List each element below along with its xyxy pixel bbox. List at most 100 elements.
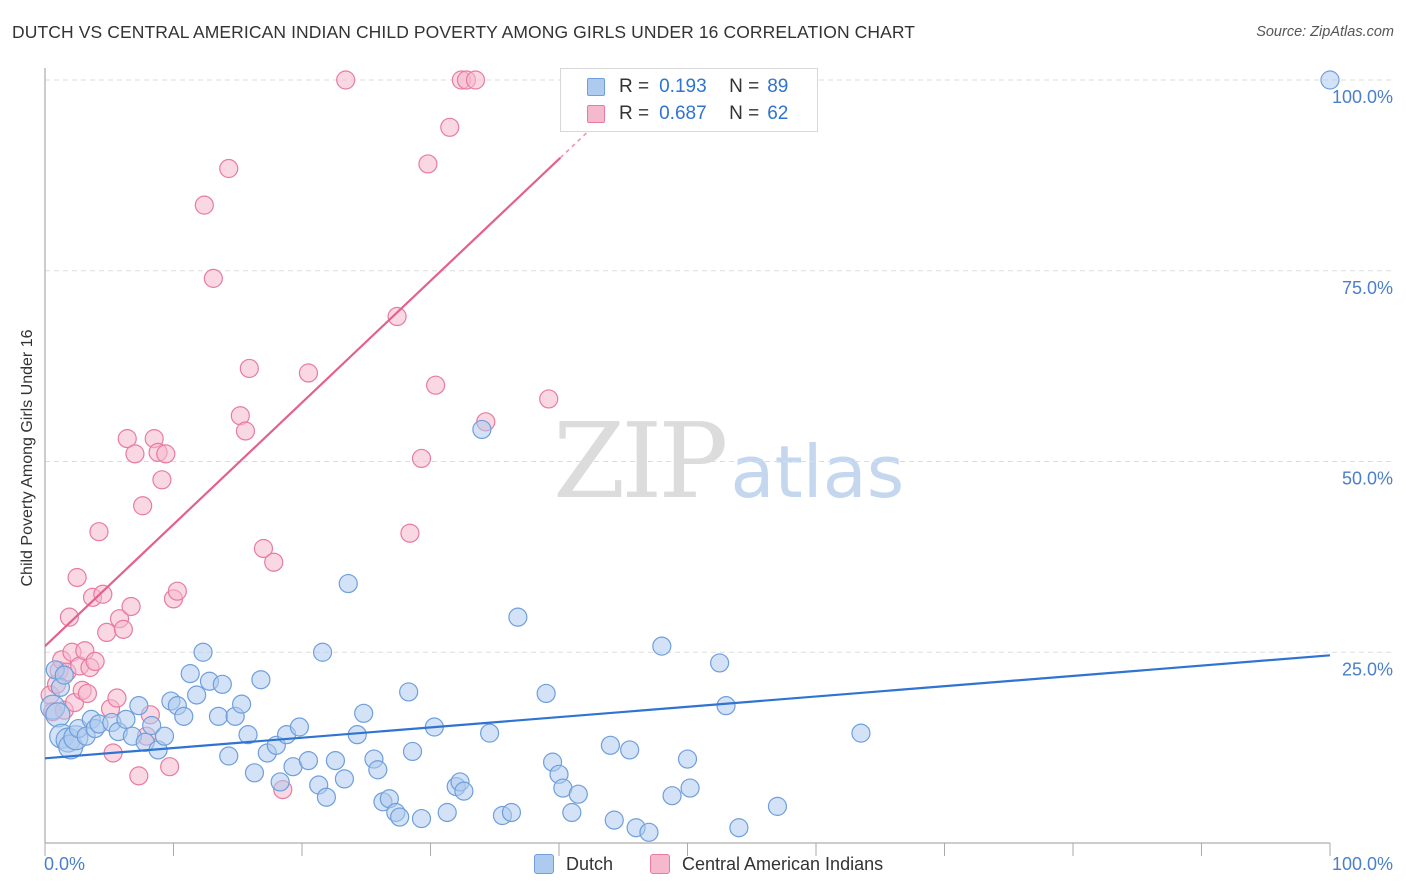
point-dutch [851, 723, 871, 743]
point-cai [156, 444, 176, 464]
point-cai [77, 683, 98, 704]
point-dutch [480, 723, 500, 743]
legend-n-value: 62 [767, 103, 789, 124]
point-cai [152, 470, 172, 490]
point-dutch [298, 750, 319, 771]
y-tick-label: 75.0% [1342, 278, 1393, 298]
point-dutch [604, 810, 624, 830]
point-dutch [334, 769, 355, 789]
point-dutch [710, 653, 730, 673]
point-dutch [193, 642, 213, 662]
legend-n-value: 89 [767, 76, 789, 97]
point-dutch [180, 664, 200, 684]
point-dutch [562, 802, 582, 823]
point-cai [253, 538, 274, 559]
legend-r-label: R = [619, 76, 650, 97]
point-dutch [402, 741, 423, 762]
point-dutch [662, 786, 682, 806]
point-dutch [174, 706, 194, 726]
point-cai [235, 421, 256, 441]
point-dutch [212, 674, 232, 694]
point-cai [411, 448, 432, 469]
legend-n-label: N = [729, 103, 760, 124]
point-dutch [338, 573, 358, 594]
legend-r-value: 0.193 [659, 76, 707, 97]
point-dutch [677, 749, 698, 769]
point-cai [194, 195, 214, 215]
point-cai [113, 619, 133, 639]
point-dutch [390, 807, 410, 827]
point-dutch [472, 419, 492, 440]
bottom-legend-dutch: Dutch [534, 851, 613, 877]
point-cai [167, 581, 187, 601]
point-cai [133, 496, 153, 516]
point-dutch [244, 763, 265, 783]
point-cai [117, 429, 137, 449]
point-dutch [729, 818, 749, 838]
point-cai [97, 622, 117, 643]
point-cai [129, 766, 149, 786]
legend-n-label: N = [729, 76, 760, 97]
point-cai [160, 757, 180, 777]
trend-line-cai [44, 157, 562, 647]
point-dutch [142, 715, 162, 736]
point-dutch [508, 607, 528, 627]
point-dutch [568, 784, 588, 804]
point-dutch [54, 665, 74, 685]
point-dutch [238, 725, 258, 745]
point-cai [203, 268, 223, 288]
point-cai [264, 552, 284, 572]
point-dutch [716, 696, 736, 716]
watermark-atlas: atlas [730, 430, 905, 514]
point-cai [440, 117, 460, 137]
point-cai [426, 375, 446, 395]
point-cai [465, 70, 486, 90]
point-cai [67, 567, 87, 588]
bottom-legend-cai: Central American Indians [650, 851, 883, 877]
source-label: Source: ZipAtlas.com [1256, 24, 1394, 40]
point-dutch [208, 706, 229, 726]
point-cai [85, 651, 105, 672]
point-dutch [129, 696, 149, 716]
y-axis-title: Child Poverty Among Girls Under 16 [19, 329, 36, 587]
bottom-legend-swatch-cai [650, 854, 670, 874]
point-dutch [767, 796, 788, 816]
point-cai [539, 389, 559, 409]
legend-swatch-dutch [587, 78, 605, 96]
point-dutch [45, 702, 71, 728]
point-cai [93, 584, 113, 604]
point-dutch [232, 694, 252, 714]
point-cai [121, 596, 141, 617]
point-dutch [1320, 70, 1340, 90]
point-dutch [399, 682, 419, 702]
point-dutch [316, 787, 337, 807]
point-dutch [251, 670, 271, 690]
y-tick-label: 50.0% [1342, 469, 1393, 489]
point-cai [336, 70, 356, 90]
point-dutch [354, 703, 374, 723]
bottom-legend-label-cai: Central American Indians [682, 853, 884, 874]
point-dutch [187, 685, 207, 705]
point-dutch [652, 636, 672, 656]
y-tick-label: 100.0% [1332, 87, 1393, 107]
legend-r-value: 0.687 [659, 103, 707, 124]
point-dutch [116, 709, 136, 729]
point-cai [125, 444, 145, 464]
legend-swatch-cai [587, 105, 605, 123]
chart-title: DUTCH VS CENTRAL AMERICAN INDIAN CHILD P… [12, 22, 916, 42]
point-dutch [154, 726, 175, 746]
point-cai [400, 523, 420, 543]
point-cai [418, 154, 438, 174]
point-dutch [639, 822, 659, 842]
point-dutch [600, 735, 621, 755]
point-dutch [411, 808, 432, 829]
point-dutch [680, 778, 700, 798]
point-cai [89, 522, 109, 542]
y-tick-label: 25.0% [1342, 659, 1393, 679]
point-cai [107, 688, 127, 708]
point-dutch [368, 760, 388, 780]
point-dutch [289, 717, 310, 737]
bottom-legend-swatch-dutch [534, 854, 554, 874]
legend-row-cai: R = 0.687 N = 62 [587, 102, 788, 126]
